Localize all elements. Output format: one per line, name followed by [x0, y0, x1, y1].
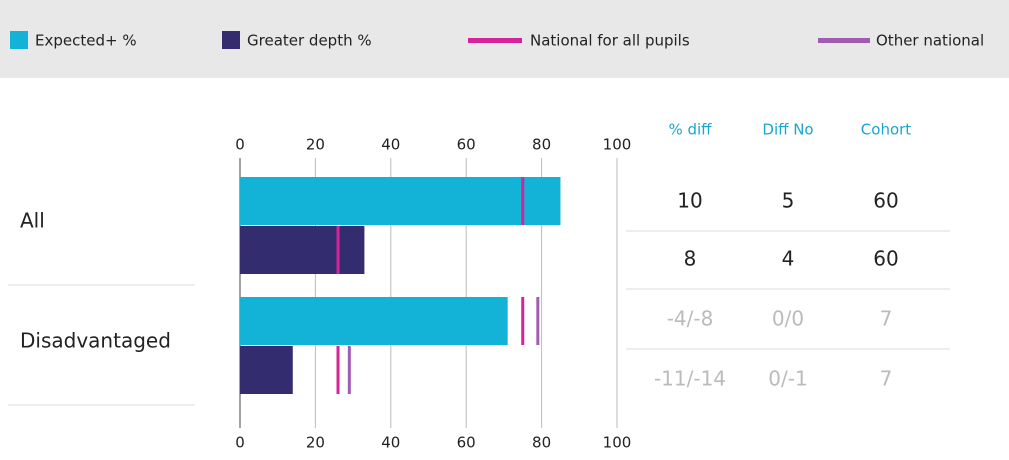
x-tick-label: 40: [381, 136, 400, 154]
bar: [240, 297, 508, 345]
category-label: All: [20, 209, 45, 233]
x-tick-label: 80: [532, 136, 551, 154]
marker: [521, 177, 525, 225]
column-header: Diff No: [762, 121, 813, 139]
legend-swatch: [818, 38, 870, 43]
legend-label: Other national: [876, 32, 984, 50]
legend-swatch: [222, 31, 240, 49]
legend-swatch: [10, 31, 28, 49]
table-cell: -4/-8: [667, 307, 714, 331]
marker: [336, 346, 340, 394]
x-tick-label: 40: [381, 434, 400, 452]
table-cell: 10: [677, 189, 702, 213]
x-tick-label: 60: [457, 136, 476, 154]
x-tick-label: 80: [532, 434, 551, 452]
legend-label: National for all pupils: [530, 32, 690, 50]
x-tick-label: 60: [457, 434, 476, 452]
marker: [521, 297, 525, 345]
marker: [347, 346, 351, 394]
table-cell: 0/0: [772, 307, 804, 331]
x-tick-label: 20: [306, 434, 325, 452]
legend-label: Expected+ %: [35, 32, 137, 50]
marker: [536, 297, 540, 345]
bar: [240, 177, 561, 225]
x-tick-label: 100: [603, 136, 632, 154]
marker: [336, 226, 340, 274]
table-cell: -11/-14: [654, 367, 726, 391]
table-cell: 60: [873, 247, 898, 271]
x-tick-label: 20: [306, 136, 325, 154]
column-header: Cohort: [861, 121, 912, 139]
x-tick-label: 100: [603, 434, 632, 452]
table-cell: 7: [880, 307, 893, 331]
table-cell: 5: [782, 189, 795, 213]
category-label: Disadvantaged: [20, 329, 171, 353]
table-cell: 60: [873, 189, 898, 213]
column-header: % diff: [668, 121, 712, 139]
legend-swatch: [468, 38, 522, 43]
table-cell: 7: [880, 367, 893, 391]
bar: [240, 226, 365, 274]
table-cell: 4: [782, 247, 795, 271]
x-tick-label: 0: [235, 434, 245, 452]
bar: [240, 346, 293, 394]
legend-label: Greater depth %: [247, 32, 372, 50]
table-cell: 0/-1: [768, 367, 807, 391]
table-cell: 8: [684, 247, 697, 271]
x-tick-label: 0: [235, 136, 245, 154]
